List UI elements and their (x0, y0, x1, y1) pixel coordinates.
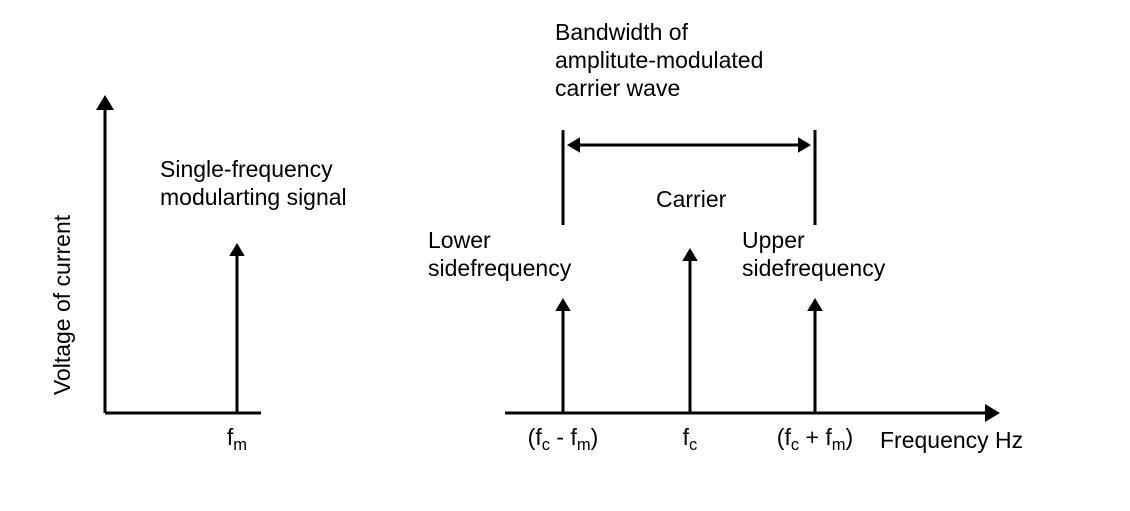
xlabel-fm: fm (227, 424, 247, 454)
annotation-upper: Uppersidefrequency (742, 227, 886, 281)
xlabel-lower: (fc - fm) (528, 424, 599, 454)
spectral-line-lower (555, 298, 571, 413)
y-axis-label: Voltage of current (49, 214, 75, 395)
xlabel-carrier: fc (683, 424, 698, 454)
spectral-line-fm (229, 243, 245, 413)
xlabel-upper: (fc + fm) (777, 424, 853, 454)
spectral-line-carrier (682, 248, 698, 413)
annotation-lower: Lowersidefrequency (428, 227, 572, 281)
x-axis-label: Frequency Hz (880, 427, 1023, 453)
spectral-line-upper (807, 298, 823, 413)
annotation-carrier: Carrier (656, 186, 727, 212)
annotation-fm: Single-frequencymodularting signal (160, 156, 347, 210)
bandwidth-label: Bandwidth ofamplitute-modulatedcarrier w… (555, 19, 763, 101)
